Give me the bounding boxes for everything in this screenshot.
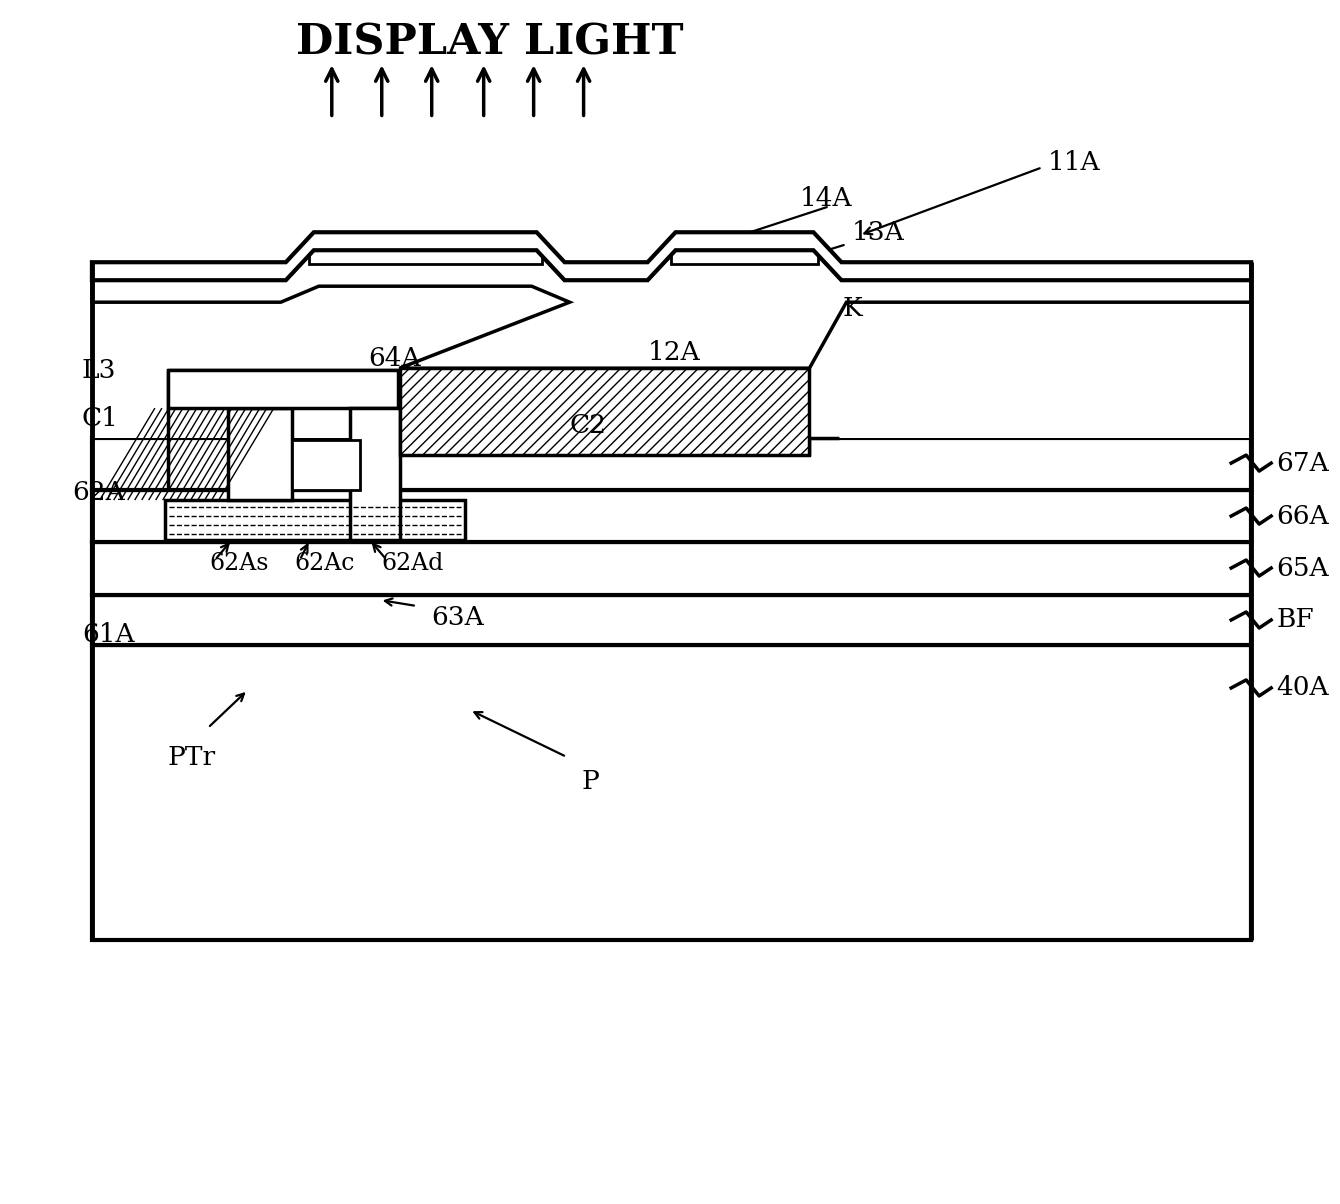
- Polygon shape: [92, 438, 1252, 490]
- Polygon shape: [92, 262, 1252, 438]
- Polygon shape: [228, 408, 292, 500]
- Text: 40A: 40A: [1276, 675, 1329, 701]
- Polygon shape: [292, 441, 359, 490]
- Polygon shape: [165, 500, 465, 541]
- Text: 62A: 62A: [72, 479, 125, 504]
- Text: L3: L3: [82, 358, 117, 383]
- Text: 62As: 62As: [210, 551, 269, 574]
- Text: C2: C2: [570, 413, 607, 437]
- Text: 12A: 12A: [647, 340, 701, 365]
- Text: 65A: 65A: [1276, 555, 1329, 580]
- Text: 13A: 13A: [851, 220, 904, 244]
- Text: K: K: [843, 296, 862, 320]
- Text: 61A: 61A: [82, 622, 134, 648]
- Polygon shape: [92, 490, 1252, 542]
- Text: 62Ad: 62Ad: [382, 551, 444, 574]
- Polygon shape: [92, 645, 1252, 940]
- Text: 67A: 67A: [1276, 450, 1329, 476]
- Polygon shape: [92, 542, 1252, 595]
- Text: 62Ac: 62Ac: [295, 551, 355, 574]
- Text: DISPLAY LIGHT: DISPLAY LIGHT: [296, 22, 683, 64]
- Text: BF: BF: [1276, 608, 1315, 632]
- Polygon shape: [308, 250, 541, 264]
- Text: 63A: 63A: [431, 606, 485, 631]
- Polygon shape: [670, 250, 819, 264]
- Polygon shape: [350, 408, 399, 541]
- Polygon shape: [399, 368, 809, 455]
- Text: PTr: PTr: [168, 745, 216, 771]
- Text: P: P: [582, 769, 599, 795]
- Text: 64A: 64A: [367, 346, 421, 371]
- Text: 14A: 14A: [800, 185, 852, 211]
- Text: C1: C1: [82, 406, 119, 431]
- Polygon shape: [92, 232, 1252, 281]
- Polygon shape: [168, 370, 398, 408]
- Text: 11A: 11A: [1048, 149, 1100, 175]
- Polygon shape: [92, 595, 1252, 645]
- Text: 66A: 66A: [1276, 503, 1329, 529]
- Polygon shape: [92, 250, 1252, 368]
